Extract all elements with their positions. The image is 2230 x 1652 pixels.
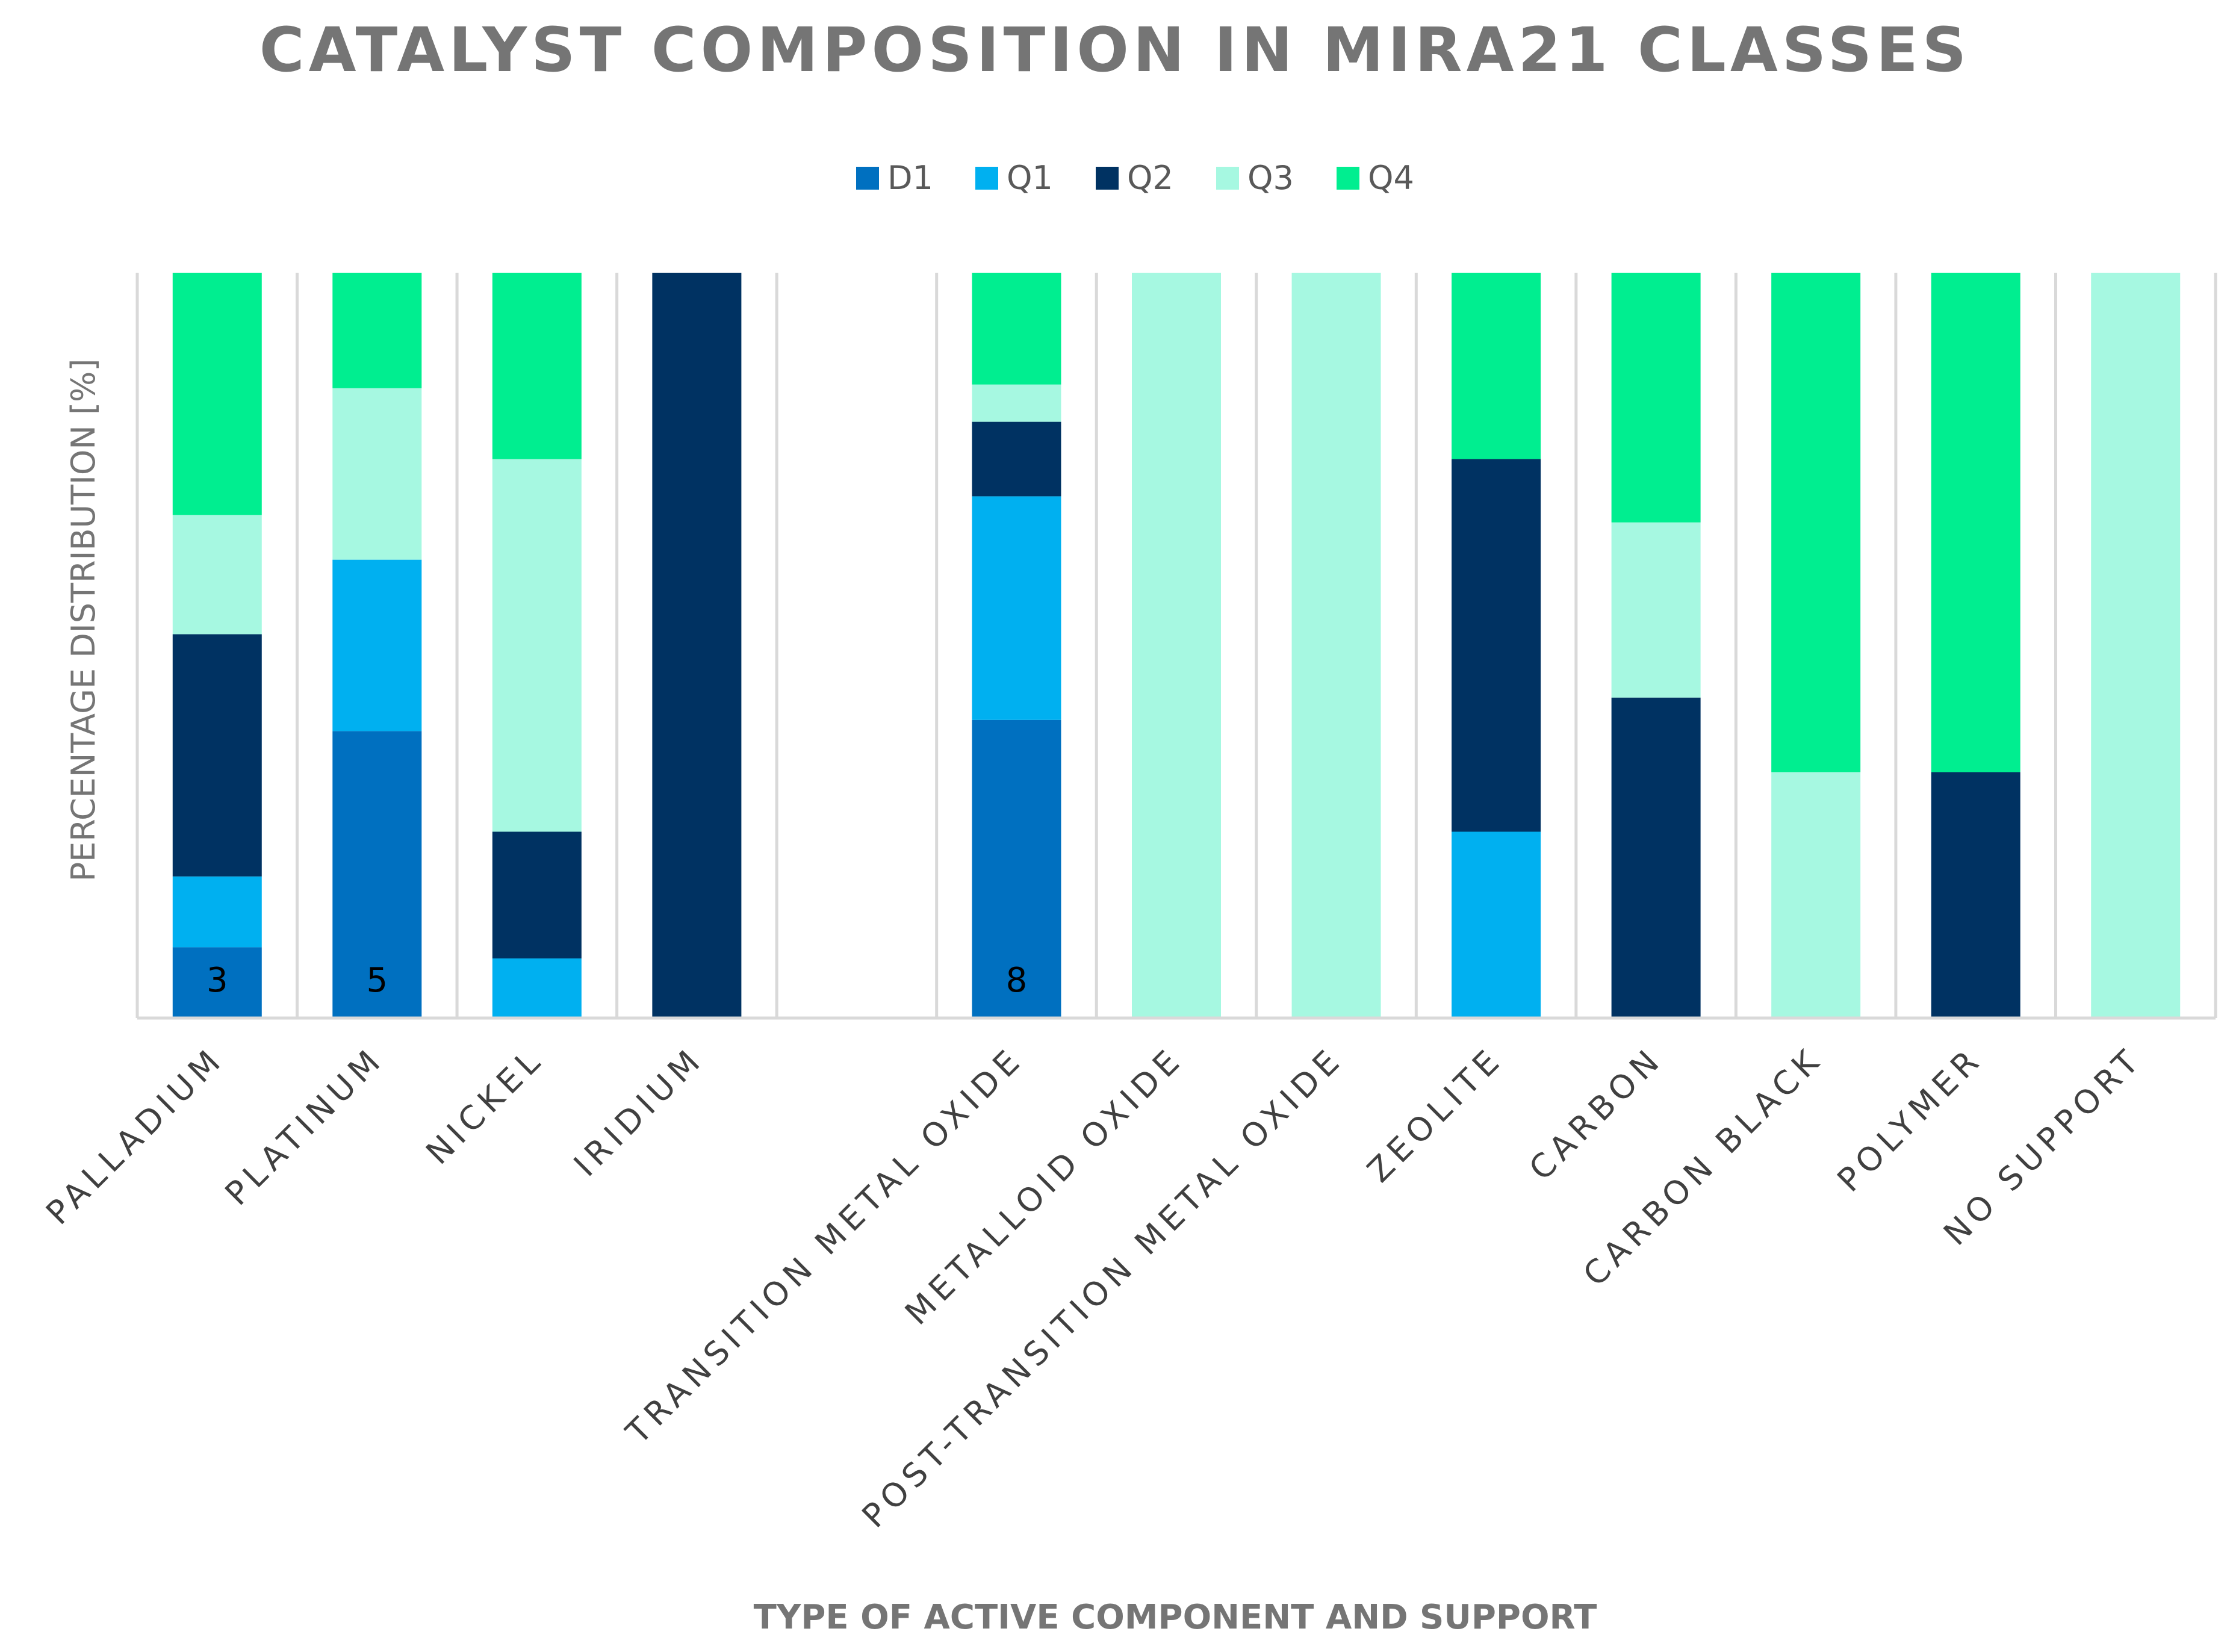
legend-label-q1: Q1 <box>1007 159 1053 197</box>
bar-segment-q2 <box>172 634 262 877</box>
bar-segment-q4 <box>1611 273 1701 523</box>
legend: D1 Q1 Q2 Q3 Q4 <box>856 159 1414 197</box>
bar-segment-q1 <box>492 958 582 1018</box>
y-axis-title: PERCENTAGE DISTRIBUTION [%] <box>64 359 102 882</box>
bar-segment-q4 <box>972 273 1061 385</box>
bar-segment-q1 <box>332 559 422 731</box>
bar-value-label: 3 <box>207 961 228 1000</box>
bar-segment-q2 <box>1611 697 1701 1018</box>
bar-segment-q3 <box>1291 273 1381 1018</box>
category-label: CARBON <box>1522 1040 1670 1188</box>
category-gridlines <box>135 273 2217 1018</box>
legend-label-q4: Q4 <box>1368 159 1414 197</box>
legend-swatch-q4 <box>1337 167 1359 190</box>
bar-segment-d1 <box>332 731 422 1018</box>
chart-title: CATALYST COMPOSITION IN MIRA21 CLASSES <box>259 14 1971 86</box>
category-label: METALLOID OXIDE <box>898 1040 1190 1332</box>
bar-segment-q4 <box>332 273 422 388</box>
legend-swatch-q3 <box>1216 167 1239 190</box>
bar-segment-q3 <box>492 459 582 832</box>
bar-segment-q3 <box>1611 522 1701 698</box>
bar-segment-q4 <box>492 273 582 459</box>
category-label: PLATINUM <box>218 1040 391 1213</box>
category-label: POLYMER <box>1830 1040 1990 1199</box>
legend-label-q3: Q3 <box>1247 159 1294 197</box>
bars <box>172 273 2181 1018</box>
bar-segment-d1 <box>172 947 262 1018</box>
bar-segment-q2 <box>492 831 582 958</box>
bar-segment-q4 <box>1771 273 1861 772</box>
bar-segment-q4 <box>1452 273 1541 459</box>
category-label: PALLADIUM <box>39 1040 231 1232</box>
category-label: IRIDIUM <box>567 1040 711 1184</box>
bar-segment-q3 <box>1132 273 1221 1018</box>
bar-segment-q3 <box>2091 273 2181 1018</box>
bar-value-label: 8 <box>1006 961 1028 1000</box>
bar-segment-q3 <box>332 388 422 560</box>
legend-swatch-d1 <box>856 167 879 190</box>
bar-segment-d1 <box>972 719 1061 1018</box>
category-label: NICKEL <box>418 1040 551 1172</box>
bar-data-labels: 3 5 8 <box>207 961 1027 1000</box>
bar-segment-q2 <box>1931 772 2020 1018</box>
bar-segment-q3 <box>1771 772 1861 1018</box>
bar-segment-q4 <box>1931 273 2020 772</box>
bar-segment-q3 <box>972 384 1061 422</box>
bar-segment-q2 <box>652 273 742 1018</box>
bar-segment-q4 <box>172 273 262 515</box>
bar-segment-q1 <box>972 496 1061 720</box>
bar-segment-q2 <box>1452 459 1541 832</box>
x-axis-title: TYPE OF ACTIVE COMPONENT AND SUPPORT <box>754 1598 1597 1637</box>
bar-segment-q2 <box>972 421 1061 497</box>
legend-label-d1: D1 <box>887 159 933 197</box>
bar-segment-q1 <box>172 876 262 948</box>
category-label: ZEOLITE <box>1360 1040 1510 1190</box>
bar-value-label: 5 <box>366 961 388 1000</box>
legend-swatch-q1 <box>975 167 998 190</box>
bar-segment-q1 <box>1452 831 1541 1018</box>
legend-swatch-q2 <box>1096 167 1119 190</box>
legend-label-q2: Q2 <box>1127 159 1173 197</box>
bar-segment-q3 <box>172 515 262 635</box>
